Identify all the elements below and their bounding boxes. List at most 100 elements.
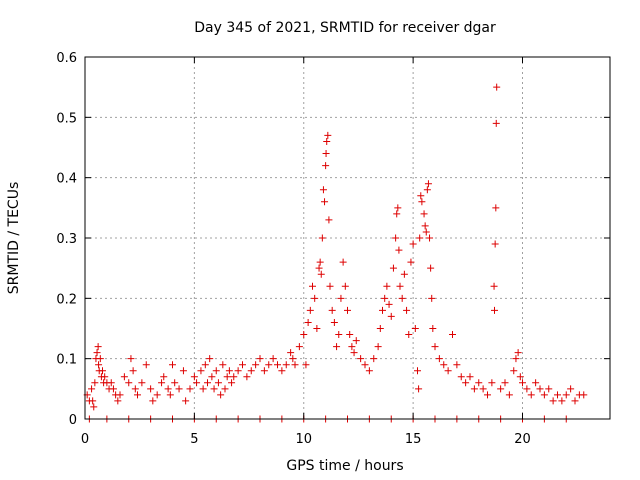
data-point [490, 282, 498, 290]
data-point [302, 361, 310, 369]
data-point [96, 355, 104, 363]
data-point [383, 282, 391, 290]
data-point [426, 234, 434, 242]
data-point [491, 240, 499, 248]
data-point [116, 391, 124, 399]
data-point [427, 264, 435, 272]
data-point [444, 367, 452, 375]
y-tick-label: 0.3 [56, 232, 77, 247]
data-point [147, 385, 155, 393]
data-point [309, 282, 316, 290]
data-point [313, 325, 321, 332]
data-point [88, 385, 96, 393]
data-point [395, 246, 403, 254]
data-point [540, 391, 548, 399]
data-point [398, 294, 406, 302]
data-point [234, 367, 242, 375]
data-point [282, 361, 290, 369]
data-point [417, 192, 425, 200]
data-point [179, 367, 187, 375]
data-point [149, 397, 157, 405]
data-point [374, 343, 382, 351]
data-point [160, 373, 168, 381]
data-point [260, 367, 268, 375]
data-point [134, 391, 141, 399]
data-point [491, 306, 498, 314]
data-point [91, 379, 99, 387]
data-point [470, 385, 478, 393]
data-point [567, 385, 575, 393]
data-point [416, 234, 424, 242]
data-point [346, 331, 354, 339]
data-point [247, 367, 255, 375]
data-point [510, 367, 518, 375]
data-point [431, 343, 439, 351]
data-point [201, 361, 209, 369]
data-point [322, 162, 330, 170]
y-tick-label: 0.1 [56, 353, 77, 368]
data-point [274, 361, 281, 369]
y-tick-label: 0.4 [56, 172, 77, 187]
data-point [352, 337, 360, 345]
data-point [164, 385, 172, 393]
data-point [423, 186, 431, 194]
data-point [407, 258, 415, 266]
data-point [549, 397, 557, 405]
data-point [493, 83, 501, 91]
data-point [208, 373, 216, 381]
data-point [418, 198, 426, 206]
data-point [120, 373, 128, 381]
data-point [415, 385, 423, 393]
data-point [278, 367, 286, 375]
data-point [99, 367, 106, 375]
data-point [462, 379, 470, 387]
data-point [269, 355, 277, 363]
data-point [291, 361, 299, 369]
data-point [323, 137, 331, 145]
data-point [107, 379, 115, 387]
data-point [109, 385, 117, 393]
data-point [210, 385, 218, 393]
data-point [212, 367, 220, 375]
data-point [457, 373, 465, 381]
data-point [385, 300, 393, 308]
data-point [256, 355, 264, 363]
data-point [475, 379, 483, 387]
data-point [318, 234, 326, 242]
data-point [182, 397, 190, 405]
data-point [453, 361, 461, 369]
data-point [545, 385, 553, 393]
data-point [300, 331, 308, 339]
data-point [287, 349, 295, 357]
data-point [348, 343, 356, 351]
data-point [514, 349, 522, 357]
data-point [403, 306, 411, 314]
data-point [394, 204, 402, 212]
data-point [306, 306, 314, 314]
data-point [321, 198, 329, 206]
data-point [325, 216, 333, 224]
data-point [396, 282, 404, 290]
data-points [83, 83, 588, 423]
data-point [89, 397, 97, 405]
data-point [217, 391, 225, 399]
data-point [230, 373, 238, 381]
data-point [392, 234, 400, 242]
data-point [497, 385, 505, 393]
axis-ticks: 0 5 10 15 20 0 0.1 0.2 0.3 0.4 0.5 0.6 [56, 51, 610, 447]
data-point [421, 222, 429, 230]
data-point [153, 391, 161, 399]
data-point [90, 403, 98, 411]
x-tick-label: 15 [405, 432, 422, 447]
data-point [93, 349, 101, 357]
data-point [411, 325, 419, 332]
data-point [129, 367, 137, 375]
data-point [304, 318, 312, 326]
data-point [166, 391, 174, 399]
data-point [492, 119, 500, 127]
chart-title: Day 345 of 2021, SRMTID for receiver dga… [194, 20, 496, 36]
data-point [405, 331, 413, 339]
y-tick-label: 0.5 [56, 111, 77, 126]
data-point [532, 379, 540, 387]
